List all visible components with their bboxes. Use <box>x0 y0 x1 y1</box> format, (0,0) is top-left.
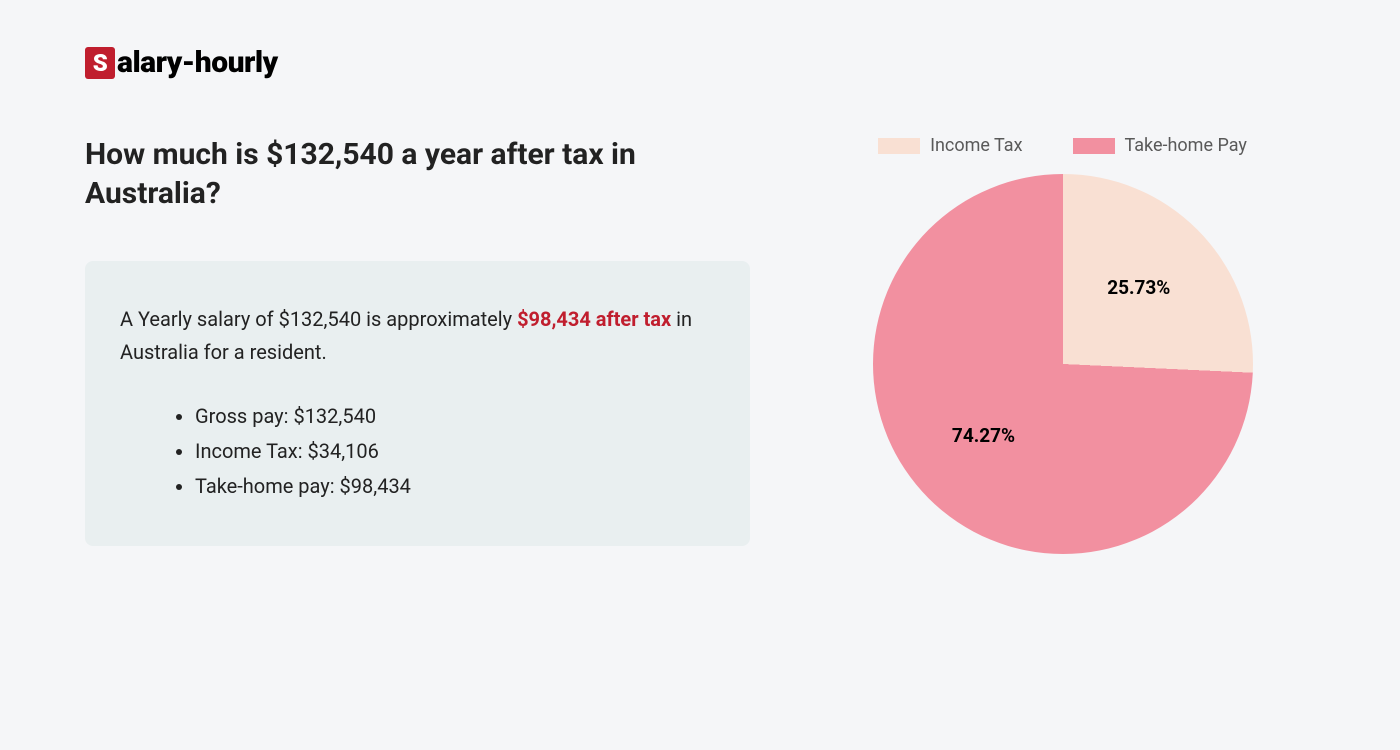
logo-badge: S <box>85 47 115 79</box>
left-column: How much is $132,540 a year after tax in… <box>85 135 750 554</box>
summary-prefix: A Yearly salary of $132,540 is approxima… <box>120 307 517 331</box>
chart-legend: Income Tax Take-home Pay <box>878 135 1247 156</box>
summary-box: A Yearly salary of $132,540 is approxima… <box>85 261 750 546</box>
summary-list: Gross pay: $132,540 Income Tax: $34,106 … <box>120 399 715 504</box>
pie-chart: 25.73% 74.27% <box>873 174 1253 554</box>
legend-swatch <box>1073 138 1115 154</box>
legend-label: Income Tax <box>930 135 1022 156</box>
legend-label: Take-home Pay <box>1125 135 1247 156</box>
site-logo: Salary-hourly <box>85 45 1315 80</box>
pie-slice-label: 74.27% <box>952 424 1015 447</box>
list-item: Gross pay: $132,540 <box>195 399 715 434</box>
summary-highlight: $98,434 after tax <box>517 307 671 331</box>
chart-column: Income Tax Take-home Pay 25.73% 74.27% <box>810 135 1315 554</box>
pie-slice-label: 25.73% <box>1107 276 1170 299</box>
list-item: Take-home pay: $98,434 <box>195 469 715 504</box>
list-item: Income Tax: $34,106 <box>195 434 715 469</box>
legend-swatch <box>878 138 920 154</box>
pie-graphic <box>873 174 1253 554</box>
logo-text: alary-hourly <box>117 45 278 80</box>
page-title: How much is $132,540 a year after tax in… <box>85 135 750 213</box>
legend-item-income-tax: Income Tax <box>878 135 1022 156</box>
content-row: How much is $132,540 a year after tax in… <box>85 135 1315 554</box>
legend-item-take-home: Take-home Pay <box>1073 135 1247 156</box>
summary-text: A Yearly salary of $132,540 is approxima… <box>120 303 715 369</box>
